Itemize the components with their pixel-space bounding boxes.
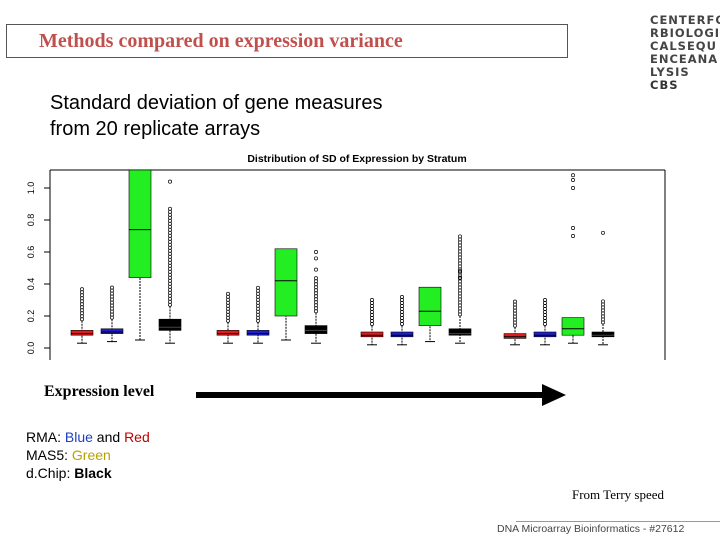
box bbox=[70, 330, 94, 336]
y-tick-label: 0.8 bbox=[26, 214, 36, 227]
box bbox=[128, 169, 152, 278]
legend-rma: RMA: Blue and Red bbox=[26, 428, 150, 446]
outlier-point bbox=[543, 298, 547, 302]
outlier-point bbox=[314, 256, 318, 261]
footer-divider bbox=[516, 521, 720, 522]
legend-rma-red: Red bbox=[124, 429, 150, 445]
box bbox=[418, 286, 442, 326]
y-tick-label: 0.4 bbox=[26, 278, 36, 291]
logo-line: LYSIS CBS bbox=[650, 66, 714, 92]
box bbox=[274, 248, 298, 317]
box bbox=[390, 331, 414, 338]
box bbox=[533, 331, 557, 338]
outlier-point bbox=[571, 186, 575, 190]
legend-mas5-prefix: MAS5: bbox=[26, 447, 72, 463]
box bbox=[360, 331, 384, 338]
outlier-point bbox=[571, 234, 575, 238]
box bbox=[216, 330, 240, 336]
y-tick-label: 0.6 bbox=[26, 246, 36, 259]
outlier-point bbox=[80, 287, 84, 292]
legend-mas5: MAS5: Green bbox=[26, 446, 150, 464]
logo-line: CENTERFO bbox=[650, 13, 720, 27]
legend-dchip-black: Black bbox=[74, 465, 112, 481]
subtitle: Standard deviation of gene measures from… bbox=[50, 90, 382, 142]
outlier-point bbox=[110, 285, 114, 290]
outlier-point bbox=[314, 276, 318, 281]
outlier-point bbox=[314, 250, 318, 254]
boxplot-chart: Distribution of SD of Expression by Stra… bbox=[26, 153, 666, 360]
outlier-point bbox=[226, 291, 230, 296]
outlier-point bbox=[400, 295, 404, 299]
logo-line: ENCEANA bbox=[650, 52, 719, 66]
box bbox=[448, 328, 472, 336]
outlier-point bbox=[168, 179, 172, 184]
box bbox=[100, 328, 124, 334]
box bbox=[158, 318, 182, 331]
outlier-point bbox=[571, 173, 575, 178]
outlier-point bbox=[314, 267, 318, 272]
y-tick-label: 1.0 bbox=[26, 182, 36, 195]
outlier-point bbox=[458, 275, 462, 280]
cbs-logo: CENTERFO RBIOLOGI CALSEQU ENCEANA LYSIS … bbox=[650, 13, 720, 92]
box bbox=[304, 325, 328, 334]
logo-line-text: LYSIS bbox=[650, 65, 690, 79]
title-box: Methods compared on expression variance bbox=[6, 24, 568, 58]
legend-rma-blue: Blue bbox=[64, 429, 93, 445]
box bbox=[561, 317, 585, 336]
outlier-point bbox=[601, 299, 605, 304]
legend-mas5-green: Green bbox=[71, 447, 111, 463]
outlier-point bbox=[601, 230, 605, 235]
right-arrow-icon bbox=[196, 384, 566, 406]
box bbox=[246, 330, 270, 336]
logo-line: RBIOLOGI bbox=[650, 26, 720, 40]
y-tick-label: 0.2 bbox=[26, 310, 36, 323]
logo-line: CALSEQU bbox=[650, 39, 717, 53]
subtitle-line-1: Standard deviation of gene measures bbox=[50, 92, 383, 114]
legend-dchip-prefix: d.Chip: bbox=[26, 465, 75, 481]
outlier-point bbox=[256, 285, 260, 290]
box bbox=[503, 333, 527, 339]
legend-dchip: d.Chip: Black bbox=[26, 464, 150, 482]
footer-text: DNA Microarray Bioinformatics - #27612 bbox=[497, 523, 685, 535]
outlier-point bbox=[571, 226, 575, 230]
box bbox=[591, 331, 615, 338]
method-legend: RMA: Blue and Red MAS5: Green d.Chip: Bl… bbox=[26, 428, 150, 482]
outlier-point bbox=[513, 299, 517, 304]
y-tick-label: 0.0 bbox=[26, 342, 36, 355]
outlier-point bbox=[458, 234, 462, 239]
outlier-point bbox=[168, 206, 172, 211]
legend-rma-prefix: RMA: bbox=[26, 429, 65, 445]
credit-text: From Terry speed bbox=[572, 487, 664, 502]
outlier-point bbox=[370, 298, 374, 302]
legend-rma-and: and bbox=[92, 429, 125, 445]
logo-cbs: CBS bbox=[650, 78, 679, 92]
outlier-point bbox=[458, 269, 462, 274]
subtitle-line-2: from 20 replicate arrays bbox=[50, 118, 261, 140]
chart-title: Distribution of SD of Expression by Stra… bbox=[247, 153, 466, 165]
page-title: Methods compared on expression variance bbox=[39, 30, 403, 52]
expression-level-label: Expression level bbox=[44, 383, 155, 400]
outlier-point bbox=[571, 178, 575, 182]
